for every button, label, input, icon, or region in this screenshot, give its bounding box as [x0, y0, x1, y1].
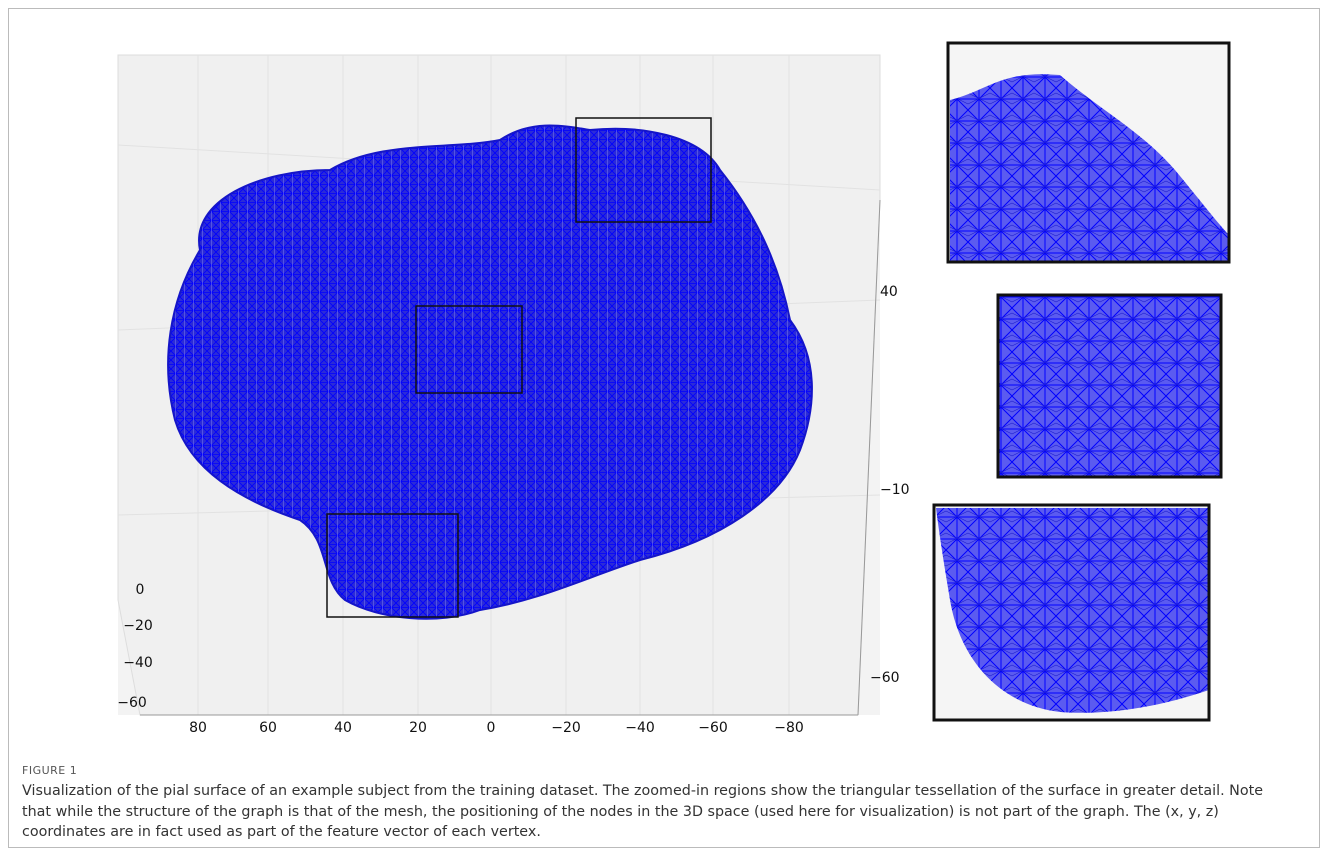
z-tick-label: 40	[880, 284, 898, 300]
page: 806040200−20−40−60−800−20−40−6040−10−60 …	[0, 0, 1330, 859]
figure-caption: Visualization of the pial surface of an …	[22, 781, 1292, 843]
x-tick-label: −80	[774, 720, 804, 736]
x-tick-label: 80	[189, 720, 207, 736]
plot-3d	[118, 55, 880, 715]
y-tick-label: −20	[123, 618, 153, 634]
z-tick-label: −10	[880, 482, 910, 498]
y-tick-label: 0	[136, 582, 145, 598]
y-tick-label: −60	[117, 695, 147, 711]
x-tick-label: −40	[625, 720, 655, 736]
z-tick-label: −60	[870, 670, 900, 686]
x-tick-label: 60	[259, 720, 277, 736]
x-tick-label: 0	[487, 720, 496, 736]
y-tick-label: −40	[123, 655, 153, 671]
x-tick-label: −60	[698, 720, 728, 736]
figure-label: FIGURE 1	[22, 764, 77, 777]
x-tick-label: 40	[334, 720, 352, 736]
figure: 80 60 40 20 0 −20 −40 −60 −80 0 −20 −40 −60 40 −10 −60	[0, 0, 1330, 859]
x-tick-label: 20	[409, 720, 427, 736]
x-tick-label: −20	[551, 720, 581, 736]
inset-frame	[998, 295, 1221, 477]
inset-views	[934, 43, 1229, 720]
